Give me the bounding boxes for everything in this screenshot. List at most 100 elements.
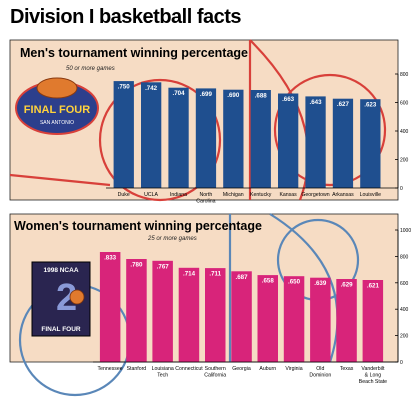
women-bar (178, 267, 200, 362)
women-category-label: Virginia (285, 366, 302, 372)
men-category-label: Kentucky (250, 192, 272, 198)
women-bar-value-label: .629 (341, 282, 354, 289)
men-bar (360, 99, 381, 188)
women-bar-value-label: .687 (235, 274, 248, 281)
women-bar-value-label: .621 (367, 283, 380, 290)
men-court-line (9, 173, 111, 187)
women-bar (126, 259, 147, 362)
men-category-label: Duke (118, 192, 130, 198)
women-category-label: Tech (157, 373, 168, 379)
men-bar (250, 90, 271, 188)
men-tick-label: 600 (400, 101, 409, 107)
men-category-label: Michigan (223, 192, 244, 198)
women-tick-label: 400 (400, 307, 409, 313)
women-category-label: Louisiana (152, 366, 174, 372)
women-bar (336, 279, 357, 362)
page-title: Division I basketball facts (10, 6, 242, 28)
women-bar-value-label: .650 (288, 279, 301, 286)
women-logo-subtext: FINAL FOUR (41, 326, 81, 333)
women-bar (310, 277, 331, 362)
men-category-label: Carolina (196, 199, 215, 205)
men-chart-title: Men's tournament winning percentage (20, 46, 248, 60)
women-bar-value-label: .780 (130, 262, 143, 269)
women-category-label: Vanderbilt (361, 366, 385, 372)
women-tick-label: 1000 (400, 228, 411, 234)
women-bars: .833 .780 .767 .714 .711 .687 .658 .650 .639 .629… (99, 252, 384, 362)
men-tick-label: 200 (400, 158, 409, 164)
men-category-label: North (200, 192, 213, 198)
women-bar (205, 268, 226, 362)
women-bar-value-label: .711 (209, 271, 221, 278)
men-bar-value-label: .627 (337, 101, 350, 108)
women-category-label: Southern (205, 366, 226, 372)
men-logo-text: FINAL FOUR (24, 104, 90, 116)
men-court-hoop-circle (273, 73, 387, 187)
women-tick-label: 200 (400, 334, 409, 340)
women-bar (152, 260, 173, 362)
women-category-label: California (204, 373, 226, 379)
men-category-label: UCLA (144, 192, 158, 198)
women-logo-ball (69, 289, 85, 305)
women-logo-numeral: 2 (56, 277, 77, 319)
men-final-four-logo: FINAL FOUR SAN ANTONIO (15, 77, 99, 135)
men-bar-value-label: .643 (309, 99, 322, 106)
men-tick-label: 800 (400, 72, 409, 78)
women-category-label: Georgia (232, 366, 251, 372)
women-bar (257, 275, 278, 362)
women-bar-value-label: .714 (183, 270, 196, 277)
women-panel: Women's tournament winning percentage 25… (9, 213, 411, 397)
women-category-label: Dominion (309, 373, 331, 379)
men-bar (113, 81, 134, 188)
men-bar (278, 93, 299, 188)
women-bar (231, 271, 252, 362)
men-bar (332, 98, 354, 188)
women-bar-value-label: .833 (104, 255, 117, 262)
men-chart-subtitle: 50 or more games (66, 66, 115, 72)
women-category-label: Texas (340, 366, 354, 372)
women-category-label: Stanford (127, 366, 147, 372)
men-bar-value-label: .704 (172, 90, 185, 97)
women-category-label: Auburn (259, 366, 276, 372)
women-logo-text: 1998 NCAA (43, 267, 78, 274)
men-bar (305, 96, 326, 188)
men-court-lines (9, 39, 387, 202)
women-bar (362, 280, 384, 362)
men-bar-value-label: .699 (200, 91, 213, 98)
women-tick-label: 600 (400, 281, 409, 287)
men-bar-value-label: .663 (282, 96, 295, 103)
men-category-label: Kansas (279, 192, 297, 198)
men-tick-label: 400 (400, 129, 409, 135)
men-bars: .750 .742 .704 .699 .690 .688 .663 .643 .627 .623 (113, 81, 381, 188)
men-bar-value-label: .750 (118, 84, 131, 91)
men-category-label: Georgetown (301, 192, 329, 198)
men-panel: Men's tournament winning percentage 50 o… (9, 39, 409, 205)
men-bar-value-label: .742 (145, 85, 158, 92)
women-tick-label: 800 (400, 254, 409, 260)
women-category-label: Connecticut (175, 366, 203, 372)
women-bar-value-label: .658 (262, 278, 275, 285)
women-category-label: Old (316, 366, 324, 372)
men-category-label: Arkansas (332, 192, 354, 198)
men-bar-value-label: .690 (227, 92, 240, 99)
men-bar (141, 82, 162, 188)
men-tick-label: 0 (400, 186, 403, 192)
women-bar (283, 276, 305, 362)
women-category-label: Tennessee (98, 366, 123, 372)
women-chart-title: Women's tournament winning percentage (14, 219, 262, 233)
women-category-label: & Long (365, 373, 382, 379)
men-bar (168, 87, 189, 188)
women-y-axis: 0 200 400 600 800 1000 (93, 228, 411, 366)
men-bar-value-label: .688 (255, 93, 268, 100)
women-final-four-logo: 1998 NCAA 2 FINAL FOUR (31, 261, 91, 337)
men-bar (195, 88, 217, 188)
women-bar-value-label: .639 (314, 280, 327, 287)
women-tick-label: 0 (400, 360, 403, 366)
men-logo-ball (36, 77, 78, 99)
men-bar (223, 89, 244, 188)
men-court-center-circle (98, 78, 222, 202)
men-category-label: Indiana (170, 192, 187, 198)
men-y-axis: 0 200 400 600 800 (106, 72, 409, 192)
men-logo-subtext: SAN ANTONIO (40, 120, 74, 126)
